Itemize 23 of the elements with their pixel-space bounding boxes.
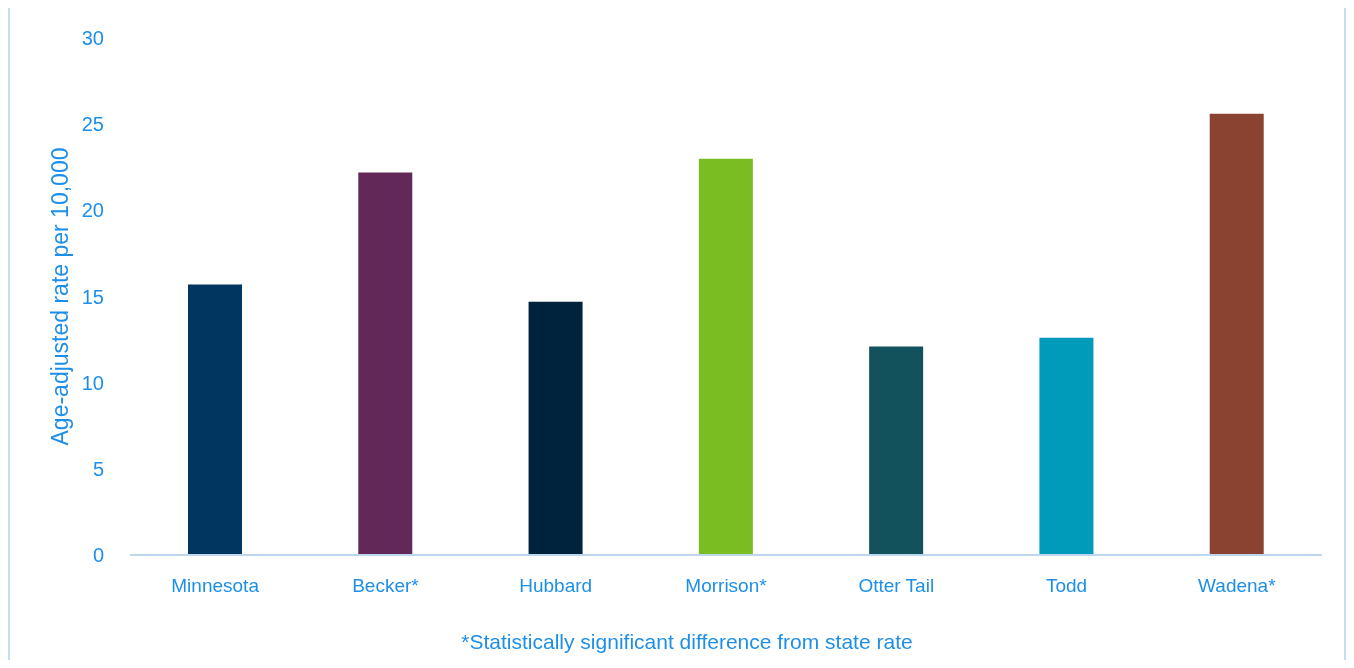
y-tick-label: 25 — [81, 113, 104, 136]
x-tick-label: Becker* — [352, 575, 420, 597]
x-tick-label: Wadena* — [1198, 575, 1277, 597]
text: *Statistically significant difference from state rate — [460, 630, 914, 654]
y-tick-label: 5 — [92, 457, 104, 480]
bar — [1209, 113, 1264, 555]
bar — [698, 158, 753, 555]
y-tick-label: 20 — [81, 199, 104, 222]
bar — [1039, 337, 1094, 555]
x-tick-label: Morrison* — [685, 575, 768, 597]
y-tick-label: 0 — [92, 544, 104, 567]
x-tick-label: Todd — [1045, 575, 1088, 597]
x-tick-label: Otter Tail — [858, 575, 935, 597]
x-tick-label: Hubbard — [519, 575, 593, 597]
x-tick-label: Minnesota — [171, 575, 260, 597]
y-tick-label: 30 — [81, 27, 104, 50]
y-tick-label: 10 — [81, 371, 104, 394]
bar — [528, 301, 583, 555]
y-tick-label: 15 — [81, 285, 104, 308]
y-axis-title: Age-adjusted rate per 10,000 — [47, 147, 74, 446]
bar — [188, 284, 242, 555]
bar — [358, 172, 413, 555]
bar — [869, 346, 924, 555]
